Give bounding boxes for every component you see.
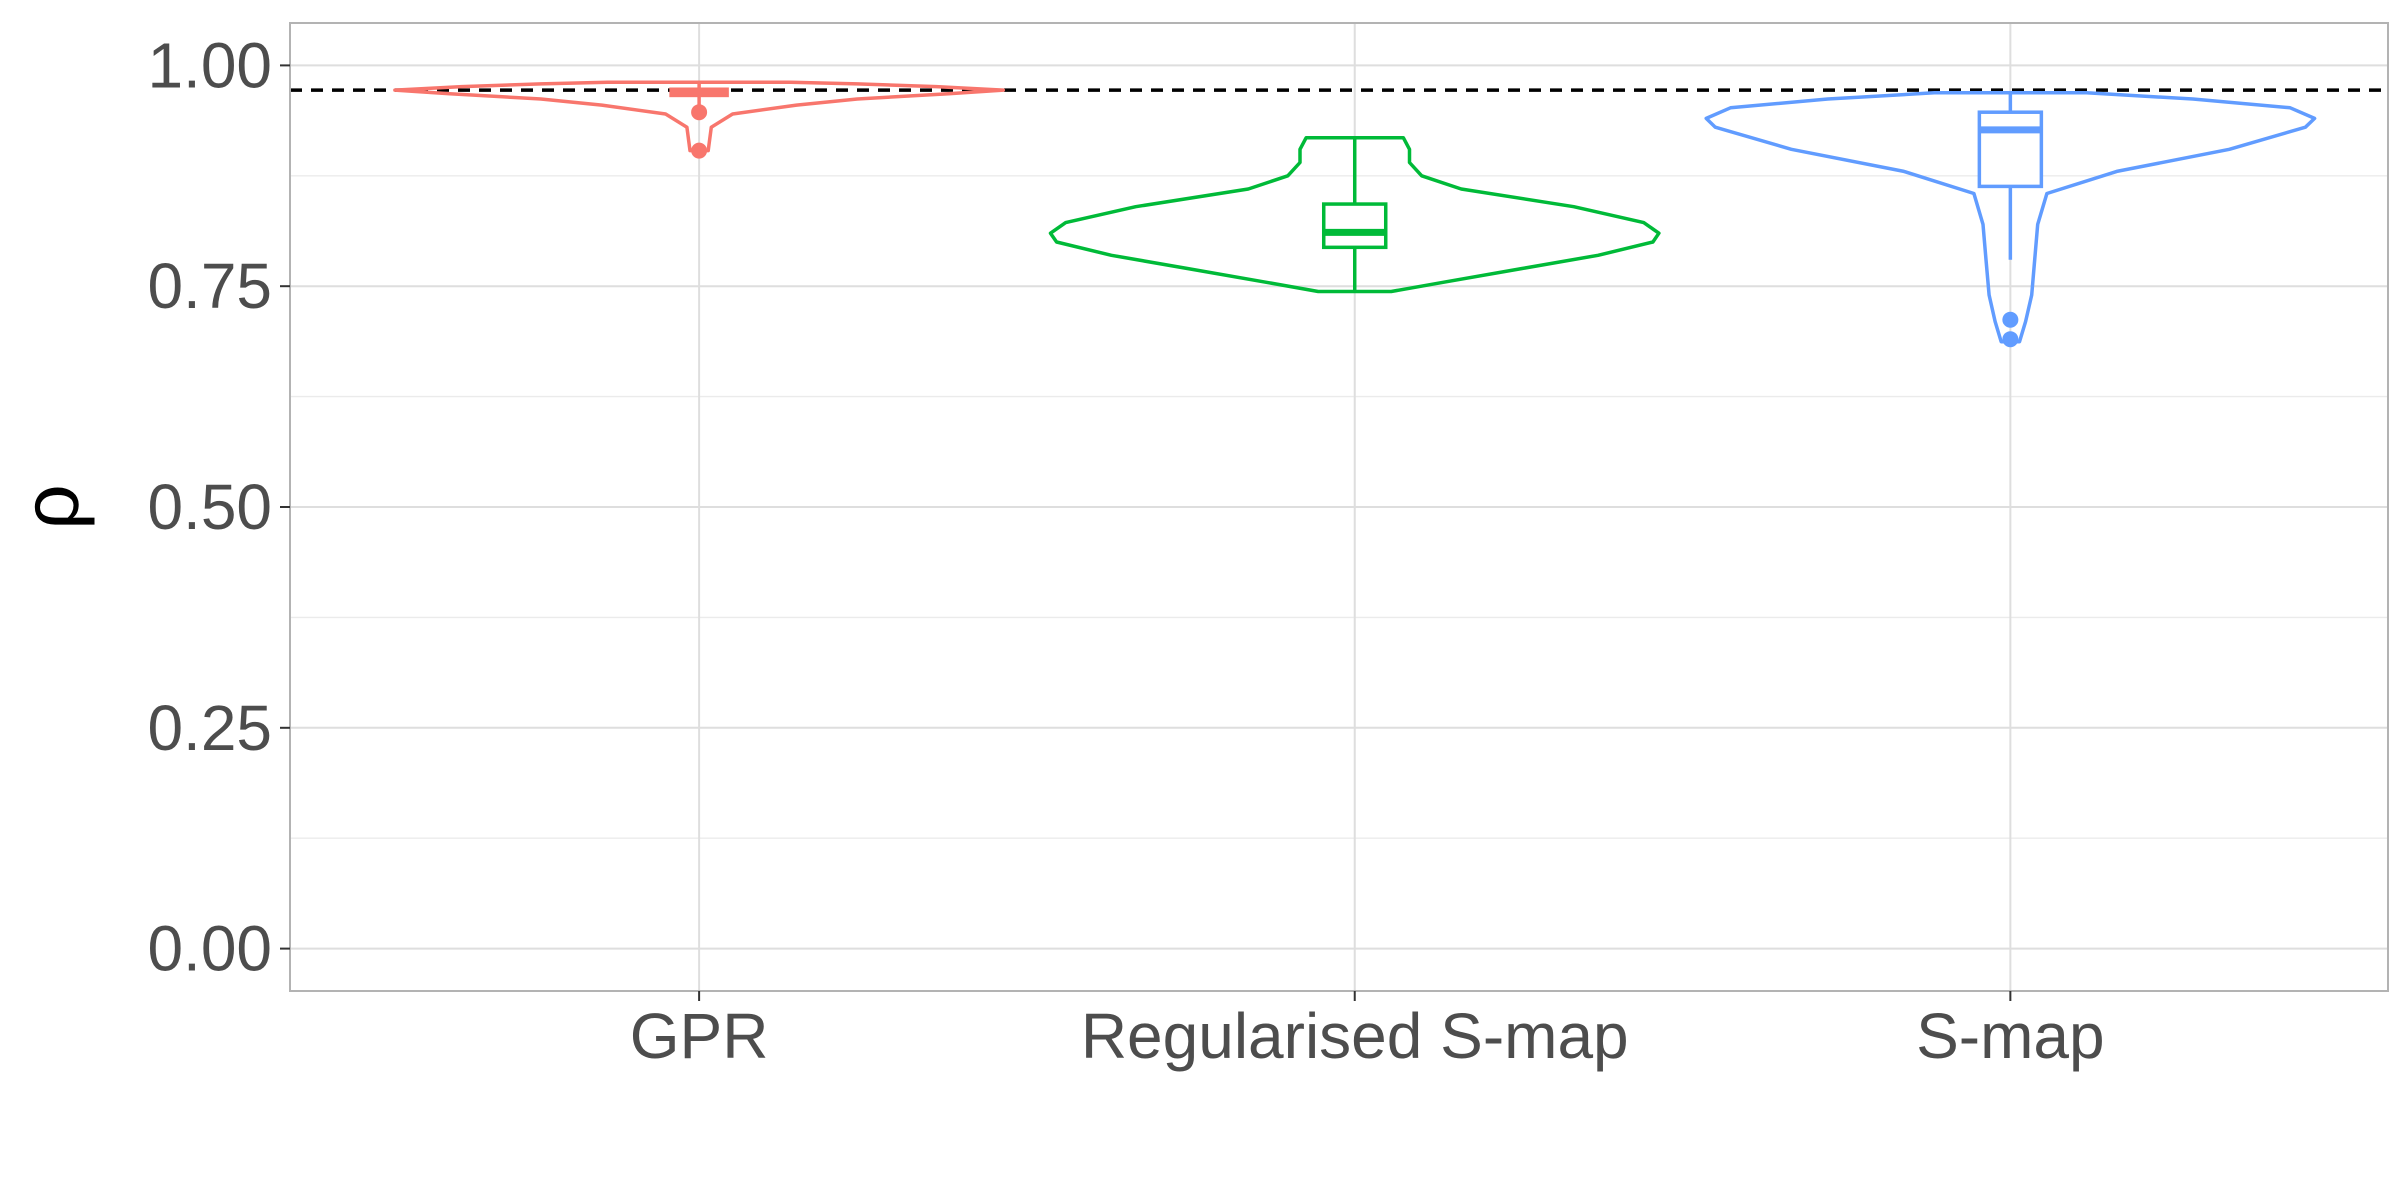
box-iqr <box>1321 202 1388 250</box>
violin-outline <box>1048 136 1661 294</box>
x-tick-label: GPR <box>630 1000 769 1072</box>
y-axis: 0.00 0.25 0.50 0.75 1.00 <box>147 29 290 985</box>
outlier-point <box>691 142 708 159</box>
y-tick-label: 0.50 <box>147 471 272 543</box>
violin-group <box>1048 136 1661 294</box>
grid-lines <box>290 23 2388 991</box>
y-tick-label: 0.75 <box>147 250 272 322</box>
x-axis: GPR Regularised S-map S-map <box>630 991 2105 1072</box>
violins <box>393 80 2317 348</box>
outlier-point <box>2002 331 2019 348</box>
box-iqr <box>1977 110 2044 189</box>
outlier-point <box>2002 311 2019 328</box>
y-axis-title: ρ <box>6 484 95 530</box>
x-tick-label: Regularised S-map <box>1081 1000 1629 1072</box>
violin-outline <box>393 80 1006 153</box>
y-tick-label: 0.00 <box>147 913 272 985</box>
violin-group <box>1704 91 2317 348</box>
violin-outline <box>1704 91 2317 344</box>
outlier-point <box>691 104 708 121</box>
x-tick-label: S-map <box>1916 1000 2105 1072</box>
y-tick-label: 1.00 <box>147 29 272 101</box>
violin-group <box>393 80 1006 159</box>
y-tick-label: 0.25 <box>147 692 272 764</box>
